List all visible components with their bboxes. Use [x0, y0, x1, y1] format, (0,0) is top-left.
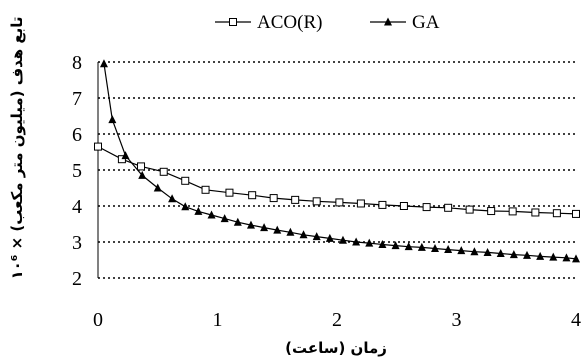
data-point: [286, 227, 295, 236]
data-point: [523, 250, 532, 259]
data-point: [194, 206, 203, 215]
legend-label: GA: [412, 12, 440, 33]
y-tick-label: 2: [72, 268, 82, 290]
series-ga: [99, 59, 580, 263]
data-point: [99, 59, 108, 68]
data-point: [562, 253, 571, 262]
data-point: [299, 230, 308, 239]
data-point: [225, 188, 234, 197]
data-point: [365, 238, 374, 247]
y-tick-label: 8: [72, 52, 82, 74]
data-point: [201, 185, 210, 194]
legend-label: ACO(R): [257, 12, 322, 33]
legend-item: ACO(R): [215, 12, 322, 33]
data-point: [312, 232, 321, 241]
y-tick-label: 7: [72, 88, 82, 110]
x-tick-label: 0: [93, 309, 103, 331]
data-point: [356, 199, 365, 208]
legend-item: GA: [370, 12, 440, 33]
data-point: [168, 194, 177, 203]
data-point: [246, 220, 255, 229]
data-point: [465, 205, 474, 214]
data-point: [273, 225, 282, 234]
legend-marker: [229, 18, 237, 26]
data-point: [457, 246, 466, 255]
data-point: [531, 208, 540, 217]
data-point: [444, 245, 453, 254]
data-point: [137, 162, 146, 171]
data-point: [117, 155, 126, 164]
data-point: [536, 251, 545, 260]
series-layer: [94, 59, 580, 263]
data-point: [378, 200, 387, 209]
data-point: [422, 203, 431, 212]
y-axis-label: تابع هدف (میلیون متر مکعب) × ۱۰⁶: [8, 16, 26, 279]
gridlines: [97, 61, 576, 279]
data-point: [269, 194, 278, 203]
x-tick-label: 2: [332, 309, 342, 331]
y-tick-labels: 2 3 4 5 6 7 8: [72, 52, 82, 290]
data-point: [483, 247, 492, 256]
data-point: [391, 241, 400, 250]
y-tick-label: 5: [72, 160, 82, 182]
data-point: [121, 151, 130, 160]
data-point: [138, 170, 147, 179]
data-point: [496, 249, 505, 258]
data-point: [338, 235, 347, 244]
data-point: [181, 202, 190, 211]
data-point: [291, 195, 300, 204]
y-tick-label: 4: [72, 196, 82, 218]
data-point: [94, 142, 102, 151]
data-point: [325, 233, 334, 242]
series-line: [103, 63, 577, 260]
data-point: [220, 214, 229, 223]
x-tick-label: 1: [213, 309, 223, 331]
data-point: [487, 207, 496, 216]
data-point: [444, 203, 453, 212]
data-point: [159, 167, 168, 176]
y-tick-label: 3: [72, 232, 82, 254]
data-point: [572, 254, 580, 263]
data-point: [404, 242, 413, 251]
data-point: [248, 191, 257, 200]
data-point: [352, 237, 361, 246]
data-point: [312, 197, 321, 206]
data-point: [378, 240, 387, 249]
data-point: [508, 207, 517, 216]
data-point: [108, 115, 117, 124]
legend-marker: [384, 17, 392, 26]
y-tick-label: 6: [72, 124, 82, 146]
x-tick-labels: 0 1 2 3 4: [93, 309, 581, 331]
data-point: [430, 243, 439, 252]
data-point: [549, 252, 558, 261]
data-point: [153, 183, 162, 192]
data-point: [509, 250, 518, 259]
x-tick-label: 4: [571, 309, 581, 331]
data-point: [417, 242, 426, 251]
data-point: [399, 202, 408, 210]
x-tick-label: 3: [452, 309, 462, 331]
data-point: [335, 198, 344, 207]
data-point: [260, 223, 269, 232]
data-point: [470, 247, 479, 256]
series-aco-r-: [94, 142, 580, 218]
data-point: [233, 217, 242, 226]
legend: ACO(R) GA: [215, 12, 440, 33]
data-point: [552, 209, 561, 218]
data-point: [572, 209, 580, 218]
data-point: [181, 176, 190, 185]
data-point: [207, 210, 216, 219]
x-axis-label: زمان (ساعت): [285, 339, 387, 357]
